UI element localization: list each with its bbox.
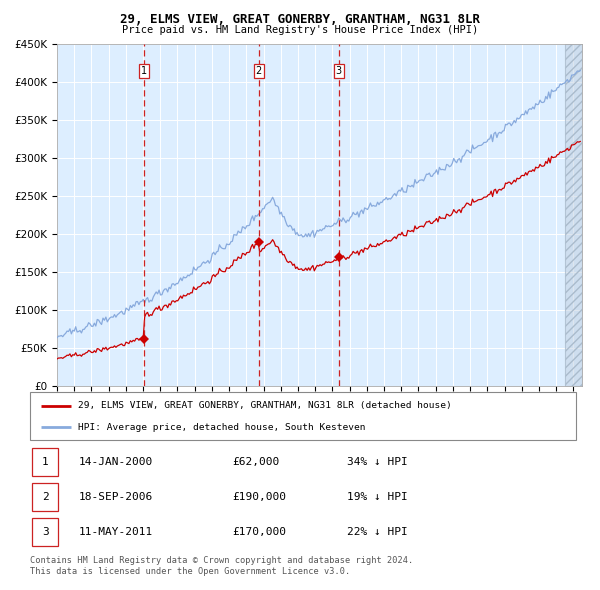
- Text: 3: 3: [336, 66, 342, 76]
- Text: 11-MAY-2011: 11-MAY-2011: [79, 527, 154, 537]
- Text: 2: 2: [42, 492, 49, 502]
- Bar: [32, 483, 58, 512]
- Text: 34% ↓ HPI: 34% ↓ HPI: [347, 457, 407, 467]
- Text: £170,000: £170,000: [232, 527, 286, 537]
- Text: 1: 1: [42, 457, 49, 467]
- Text: 1: 1: [140, 66, 147, 76]
- Text: Contains HM Land Registry data © Crown copyright and database right 2024.
This d: Contains HM Land Registry data © Crown c…: [30, 556, 413, 576]
- Text: 29, ELMS VIEW, GREAT GONERBY, GRANTHAM, NG31 8LR (detached house): 29, ELMS VIEW, GREAT GONERBY, GRANTHAM, …: [78, 401, 452, 410]
- Text: HPI: Average price, detached house, South Kesteven: HPI: Average price, detached house, Sout…: [78, 423, 365, 432]
- Bar: [32, 448, 58, 476]
- Text: £62,000: £62,000: [232, 457, 279, 467]
- Text: 22% ↓ HPI: 22% ↓ HPI: [347, 527, 407, 537]
- Text: Price paid vs. HM Land Registry's House Price Index (HPI): Price paid vs. HM Land Registry's House …: [122, 25, 478, 35]
- Text: 29, ELMS VIEW, GREAT GONERBY, GRANTHAM, NG31 8LR: 29, ELMS VIEW, GREAT GONERBY, GRANTHAM, …: [120, 13, 480, 26]
- Bar: [32, 518, 58, 546]
- Text: 2: 2: [256, 66, 262, 76]
- Text: 14-JAN-2000: 14-JAN-2000: [79, 457, 154, 467]
- Text: 19% ↓ HPI: 19% ↓ HPI: [347, 492, 407, 502]
- Text: £190,000: £190,000: [232, 492, 286, 502]
- Text: 18-SEP-2006: 18-SEP-2006: [79, 492, 154, 502]
- Text: 3: 3: [42, 527, 49, 537]
